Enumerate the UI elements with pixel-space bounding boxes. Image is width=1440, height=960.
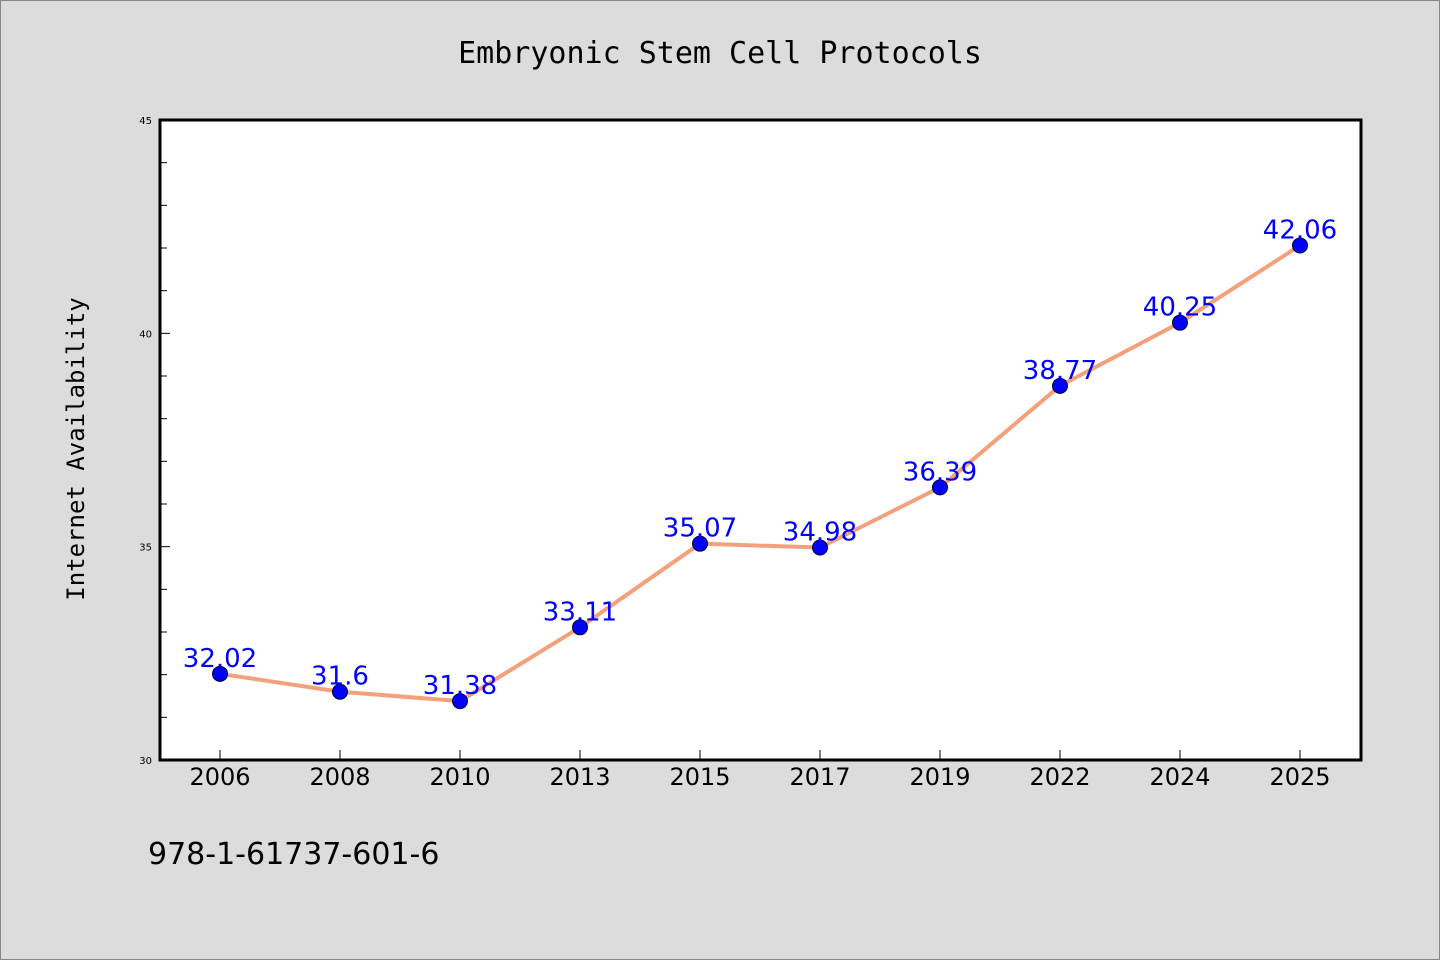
x-tick-label: 2015 bbox=[669, 763, 730, 791]
x-axis-ticks: 2006 2008 2010 2013 2015 2017 2019 2022 2024 2025 bbox=[189, 750, 1331, 791]
data-label: 38.77 bbox=[1023, 356, 1097, 386]
data-label: 42.06 bbox=[1263, 215, 1337, 245]
data-point bbox=[1292, 237, 1308, 254]
series-line bbox=[218, 243, 1302, 704]
x-tick-label: 2013 bbox=[549, 763, 610, 791]
data-point bbox=[1052, 377, 1068, 394]
data-label: 33.11 bbox=[543, 597, 617, 627]
data-point bbox=[572, 619, 588, 636]
x-tick-label: 2022 bbox=[1029, 763, 1090, 791]
x-tick-label: 2024 bbox=[1149, 763, 1210, 791]
x-tick-label: 2025 bbox=[1269, 763, 1330, 791]
x-tick-label: 2017 bbox=[789, 763, 850, 791]
data-point bbox=[452, 693, 468, 710]
x-tick-label: 2008 bbox=[309, 763, 370, 791]
data-label: 31.38 bbox=[423, 671, 497, 701]
y-tick-label: 30 bbox=[139, 756, 152, 767]
data-label: 32.02 bbox=[183, 644, 257, 674]
chart-title: Embryonic Stem Cell Protocols bbox=[458, 36, 982, 71]
data-point bbox=[692, 535, 708, 552]
data-label: 35.07 bbox=[663, 514, 737, 544]
data-point bbox=[812, 539, 828, 556]
y-axis-label: Internet Availability bbox=[62, 297, 90, 600]
data-point bbox=[332, 683, 348, 700]
data-labels: 32.02 31.6 31.38 33.11 35.07 34.98 36.39 38.77 4… bbox=[183, 215, 1337, 701]
series-markers bbox=[212, 237, 1308, 710]
y-tick-label: 45 bbox=[139, 116, 152, 127]
footer-isbn: 978-1-61737-601-6 bbox=[148, 837, 439, 872]
y-tick-label: 40 bbox=[139, 329, 152, 340]
plot-area bbox=[160, 120, 1361, 760]
data-label: 36.39 bbox=[903, 457, 977, 487]
x-tick-label: 2010 bbox=[429, 763, 490, 791]
data-point bbox=[932, 479, 948, 496]
plot-frame bbox=[158, 118, 1363, 762]
y-tick-label: 35 bbox=[139, 543, 152, 554]
x-tick-label: 2006 bbox=[189, 763, 250, 791]
data-point bbox=[212, 665, 228, 682]
data-label: 40.25 bbox=[1143, 293, 1217, 323]
data-label: 31.6 bbox=[311, 662, 369, 692]
x-tick-label: 2019 bbox=[909, 763, 970, 791]
data-point bbox=[1172, 314, 1188, 331]
data-label: 34.98 bbox=[783, 518, 857, 548]
